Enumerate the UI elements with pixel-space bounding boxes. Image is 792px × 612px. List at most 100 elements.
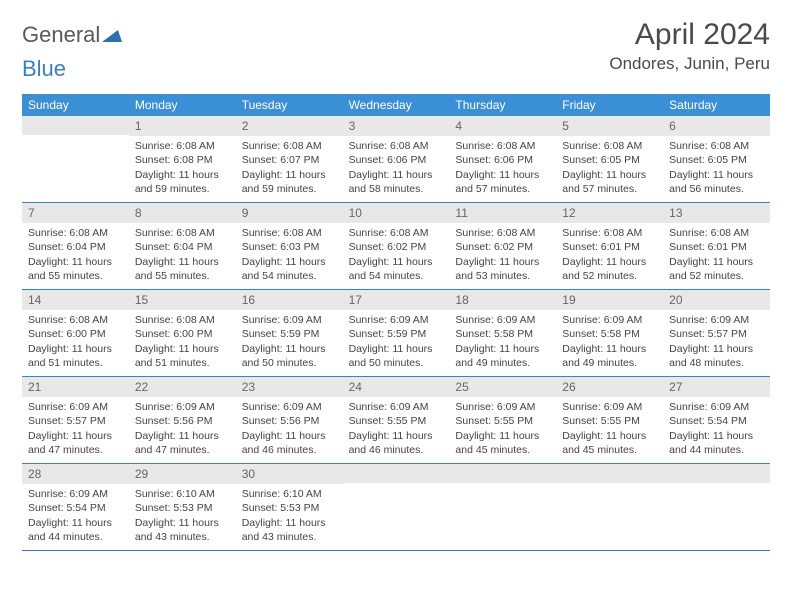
day-body: Sunrise: 6:08 AMSunset: 6:02 PMDaylight:… (449, 223, 556, 289)
day-number: 13 (663, 203, 770, 223)
calendar-day-cell: 12Sunrise: 6:08 AMSunset: 6:01 PMDayligh… (556, 203, 663, 289)
day-body: Sunrise: 6:08 AMSunset: 6:00 PMDaylight:… (129, 310, 236, 376)
day-body: Sunrise: 6:09 AMSunset: 5:56 PMDaylight:… (236, 397, 343, 463)
calendar-day-cell: 9Sunrise: 6:08 AMSunset: 6:03 PMDaylight… (236, 203, 343, 289)
sunrise-text: Sunrise: 6:08 AM (455, 226, 550, 240)
sunrise-text: Sunrise: 6:08 AM (242, 226, 337, 240)
sunrise-text: Sunrise: 6:09 AM (455, 313, 550, 327)
daylight-text-2: and 54 minutes. (349, 269, 444, 283)
daylight-text-2: and 45 minutes. (562, 443, 657, 457)
day-body: Sunrise: 6:09 AMSunset: 5:57 PMDaylight:… (663, 310, 770, 376)
sunrise-text: Sunrise: 6:08 AM (669, 139, 764, 153)
sunrise-text: Sunrise: 6:08 AM (28, 313, 123, 327)
daylight-text-1: Daylight: 11 hours (669, 342, 764, 356)
sunset-text: Sunset: 6:06 PM (455, 153, 550, 167)
calendar-day-cell: 30Sunrise: 6:10 AMSunset: 5:53 PMDayligh… (236, 464, 343, 550)
day-body: Sunrise: 6:08 AMSunset: 6:06 PMDaylight:… (343, 136, 450, 202)
daylight-text-2: and 49 minutes. (455, 356, 550, 370)
sunrise-text: Sunrise: 6:09 AM (242, 313, 337, 327)
daylight-text-2: and 51 minutes. (28, 356, 123, 370)
weekday-saturday: Saturday (663, 94, 770, 116)
daylight-text-1: Daylight: 11 hours (455, 168, 550, 182)
sunrise-text: Sunrise: 6:08 AM (455, 139, 550, 153)
daylight-text-2: and 55 minutes. (135, 269, 230, 283)
daylight-text-1: Daylight: 11 hours (28, 516, 123, 530)
day-body: Sunrise: 6:08 AMSunset: 6:02 PMDaylight:… (343, 223, 450, 289)
day-body (449, 483, 556, 543)
sunrise-text: Sunrise: 6:08 AM (28, 226, 123, 240)
daylight-text-1: Daylight: 11 hours (562, 429, 657, 443)
day-number: 4 (449, 116, 556, 136)
logo-word-2: Blue (22, 56, 66, 81)
weekday-wednesday: Wednesday (343, 94, 450, 116)
daylight-text-2: and 45 minutes. (455, 443, 550, 457)
day-number: 18 (449, 290, 556, 310)
day-number: 14 (22, 290, 129, 310)
daylight-text-2: and 56 minutes. (669, 182, 764, 196)
calendar-day-cell: 25Sunrise: 6:09 AMSunset: 5:55 PMDayligh… (449, 377, 556, 463)
sunset-text: Sunset: 5:54 PM (669, 414, 764, 428)
daylight-text-1: Daylight: 11 hours (135, 429, 230, 443)
calendar-day-cell: 15Sunrise: 6:08 AMSunset: 6:00 PMDayligh… (129, 290, 236, 376)
sunrise-text: Sunrise: 6:09 AM (28, 487, 123, 501)
day-body (556, 483, 663, 543)
day-body: Sunrise: 6:09 AMSunset: 5:58 PMDaylight:… (556, 310, 663, 376)
day-number: 24 (343, 377, 450, 397)
daylight-text-2: and 47 minutes. (28, 443, 123, 457)
sunset-text: Sunset: 5:55 PM (349, 414, 444, 428)
calendar-day-cell: 28Sunrise: 6:09 AMSunset: 5:54 PMDayligh… (22, 464, 129, 550)
sunrise-text: Sunrise: 6:08 AM (135, 226, 230, 240)
daylight-text-2: and 57 minutes. (455, 182, 550, 196)
sunrise-text: Sunrise: 6:09 AM (349, 313, 444, 327)
sunset-text: Sunset: 5:57 PM (28, 414, 123, 428)
calendar-day-cell: 22Sunrise: 6:09 AMSunset: 5:56 PMDayligh… (129, 377, 236, 463)
weekday-monday: Monday (129, 94, 236, 116)
daylight-text-1: Daylight: 11 hours (349, 168, 444, 182)
day-number: 1 (129, 116, 236, 136)
calendar-day-cell (556, 464, 663, 550)
day-number: 19 (556, 290, 663, 310)
sunset-text: Sunset: 5:58 PM (455, 327, 550, 341)
day-number (663, 464, 770, 483)
calendar-day-cell: 18Sunrise: 6:09 AMSunset: 5:58 PMDayligh… (449, 290, 556, 376)
day-body: Sunrise: 6:08 AMSunset: 6:08 PMDaylight:… (129, 136, 236, 202)
daylight-text-1: Daylight: 11 hours (562, 255, 657, 269)
sunset-text: Sunset: 6:05 PM (562, 153, 657, 167)
day-number: 20 (663, 290, 770, 310)
day-number (343, 464, 450, 483)
calendar-day-cell: 29Sunrise: 6:10 AMSunset: 5:53 PMDayligh… (129, 464, 236, 550)
daylight-text-2: and 44 minutes. (28, 530, 123, 544)
calendar-day-cell: 7Sunrise: 6:08 AMSunset: 6:04 PMDaylight… (22, 203, 129, 289)
daylight-text-1: Daylight: 11 hours (669, 429, 764, 443)
calendar-day-cell: 19Sunrise: 6:09 AMSunset: 5:58 PMDayligh… (556, 290, 663, 376)
sunset-text: Sunset: 5:53 PM (242, 501, 337, 515)
calendar-day-cell (663, 464, 770, 550)
day-body: Sunrise: 6:08 AMSunset: 6:06 PMDaylight:… (449, 136, 556, 202)
day-number: 28 (22, 464, 129, 484)
sunrise-text: Sunrise: 6:10 AM (242, 487, 337, 501)
location-label: Ondores, Junin, Peru (609, 54, 770, 74)
calendar-day-cell: 24Sunrise: 6:09 AMSunset: 5:55 PMDayligh… (343, 377, 450, 463)
sunset-text: Sunset: 6:06 PM (349, 153, 444, 167)
sunrise-text: Sunrise: 6:09 AM (562, 313, 657, 327)
logo-text: GeneralBlue (22, 22, 122, 82)
calendar-day-cell: 4Sunrise: 6:08 AMSunset: 6:06 PMDaylight… (449, 116, 556, 202)
sunrise-text: Sunrise: 6:08 AM (562, 139, 657, 153)
day-number: 3 (343, 116, 450, 136)
sunset-text: Sunset: 6:03 PM (242, 240, 337, 254)
daylight-text-2: and 46 minutes. (349, 443, 444, 457)
day-number: 9 (236, 203, 343, 223)
day-body: Sunrise: 6:08 AMSunset: 6:04 PMDaylight:… (129, 223, 236, 289)
sunrise-text: Sunrise: 6:08 AM (669, 226, 764, 240)
weekday-sunday: Sunday (22, 94, 129, 116)
daylight-text-1: Daylight: 11 hours (242, 516, 337, 530)
sunset-text: Sunset: 5:57 PM (669, 327, 764, 341)
sunset-text: Sunset: 5:55 PM (455, 414, 550, 428)
sunset-text: Sunset: 6:00 PM (28, 327, 123, 341)
daylight-text-1: Daylight: 11 hours (349, 342, 444, 356)
calendar-day-cell: 6Sunrise: 6:08 AMSunset: 6:05 PMDaylight… (663, 116, 770, 202)
calendar-day-cell: 8Sunrise: 6:08 AMSunset: 6:04 PMDaylight… (129, 203, 236, 289)
daylight-text-1: Daylight: 11 hours (669, 255, 764, 269)
sunrise-text: Sunrise: 6:09 AM (242, 400, 337, 414)
calendar-day-cell: 14Sunrise: 6:08 AMSunset: 6:00 PMDayligh… (22, 290, 129, 376)
